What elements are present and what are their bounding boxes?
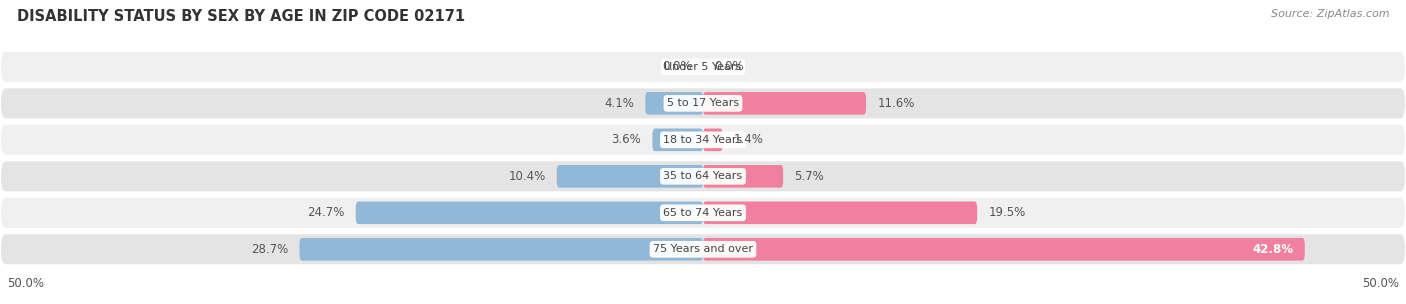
FancyBboxPatch shape <box>557 165 703 188</box>
FancyBboxPatch shape <box>703 238 1305 261</box>
Text: Under 5 Years: Under 5 Years <box>665 62 741 72</box>
Text: 24.7%: 24.7% <box>307 206 344 219</box>
FancyBboxPatch shape <box>0 87 1406 119</box>
Text: 65 to 74 Years: 65 to 74 Years <box>664 208 742 218</box>
FancyBboxPatch shape <box>299 238 703 261</box>
Text: 18 to 34 Years: 18 to 34 Years <box>664 135 742 145</box>
Text: 5.7%: 5.7% <box>794 170 824 183</box>
Text: 19.5%: 19.5% <box>988 206 1025 219</box>
FancyBboxPatch shape <box>703 129 723 151</box>
Text: 1.4%: 1.4% <box>734 133 763 146</box>
FancyBboxPatch shape <box>356 202 703 224</box>
Text: DISABILITY STATUS BY SEX BY AGE IN ZIP CODE 02171: DISABILITY STATUS BY SEX BY AGE IN ZIP C… <box>17 9 465 24</box>
FancyBboxPatch shape <box>0 160 1406 192</box>
Text: 3.6%: 3.6% <box>612 133 641 146</box>
Text: 28.7%: 28.7% <box>252 243 288 256</box>
Text: 11.6%: 11.6% <box>877 97 915 110</box>
FancyBboxPatch shape <box>0 124 1406 156</box>
Text: 75 Years and over: 75 Years and over <box>652 244 754 254</box>
Text: 5 to 17 Years: 5 to 17 Years <box>666 98 740 108</box>
FancyBboxPatch shape <box>703 165 783 188</box>
Text: 42.8%: 42.8% <box>1253 243 1294 256</box>
FancyBboxPatch shape <box>0 51 1406 83</box>
FancyBboxPatch shape <box>703 202 977 224</box>
Text: 50.0%: 50.0% <box>7 277 44 290</box>
FancyBboxPatch shape <box>645 92 703 115</box>
FancyBboxPatch shape <box>0 233 1406 265</box>
Text: 35 to 64 Years: 35 to 64 Years <box>664 171 742 181</box>
Text: 50.0%: 50.0% <box>1362 277 1399 290</box>
Text: 4.1%: 4.1% <box>605 97 634 110</box>
FancyBboxPatch shape <box>703 92 866 115</box>
FancyBboxPatch shape <box>0 197 1406 229</box>
Text: 10.4%: 10.4% <box>509 170 546 183</box>
Text: 0.0%: 0.0% <box>662 60 692 73</box>
Text: Source: ZipAtlas.com: Source: ZipAtlas.com <box>1271 9 1389 19</box>
Text: 0.0%: 0.0% <box>714 60 744 73</box>
FancyBboxPatch shape <box>652 129 703 151</box>
